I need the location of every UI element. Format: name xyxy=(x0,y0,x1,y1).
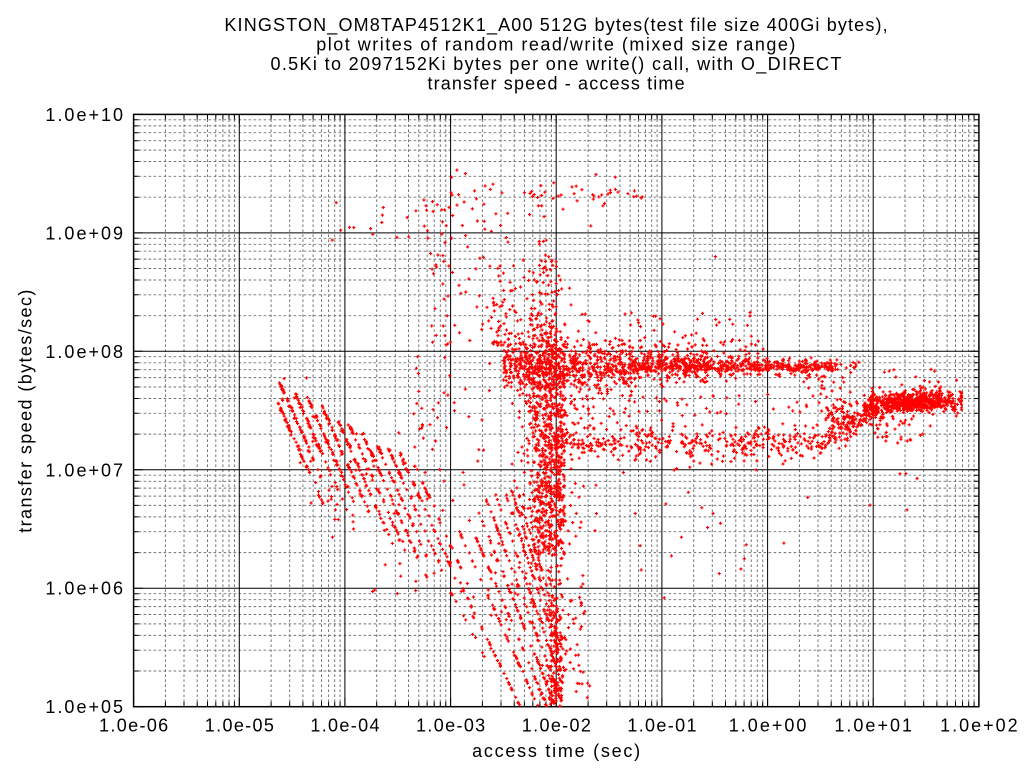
svg-text:1.0e+07: 1.0e+07 xyxy=(45,460,125,480)
svg-text:1.0e+00: 1.0e+00 xyxy=(729,716,809,736)
svg-text:transfer speed - access time: transfer speed - access time xyxy=(427,74,685,94)
svg-text:1.0e-01: 1.0e-01 xyxy=(627,716,698,736)
svg-text:1.0e+01: 1.0e+01 xyxy=(834,716,914,736)
svg-text:1.0e+10: 1.0e+10 xyxy=(45,105,125,125)
svg-text:1.0e+09: 1.0e+09 xyxy=(45,223,125,243)
svg-text:1.0e-05: 1.0e-05 xyxy=(205,716,276,736)
svg-text:1.0e+06: 1.0e+06 xyxy=(45,579,125,599)
svg-text:1.0e+02: 1.0e+02 xyxy=(940,716,1020,736)
svg-text:1.0e+08: 1.0e+08 xyxy=(45,342,125,362)
svg-text:1.0e+05: 1.0e+05 xyxy=(45,697,125,717)
svg-text:1.0e-04: 1.0e-04 xyxy=(310,716,381,736)
svg-text:1.0e-06: 1.0e-06 xyxy=(99,716,170,736)
svg-text:KINGSTON_OM8TAP4512K1_A00 512G: KINGSTON_OM8TAP4512K1_A00 512G bytes(tes… xyxy=(224,15,888,36)
svg-text:transfer speed (bytes/sec): transfer speed (bytes/sec) xyxy=(16,288,36,533)
svg-text:access time (sec): access time (sec) xyxy=(472,741,642,761)
svg-text:0.5Ki to 2097152Ki bytes per o: 0.5Ki to 2097152Ki bytes per one write()… xyxy=(270,54,842,75)
svg-text:1.0e-03: 1.0e-03 xyxy=(416,716,487,736)
svg-text:plot writes of random read/wri: plot writes of random read/write (mixed … xyxy=(316,35,797,55)
svg-text:1.0e-02: 1.0e-02 xyxy=(522,716,593,736)
